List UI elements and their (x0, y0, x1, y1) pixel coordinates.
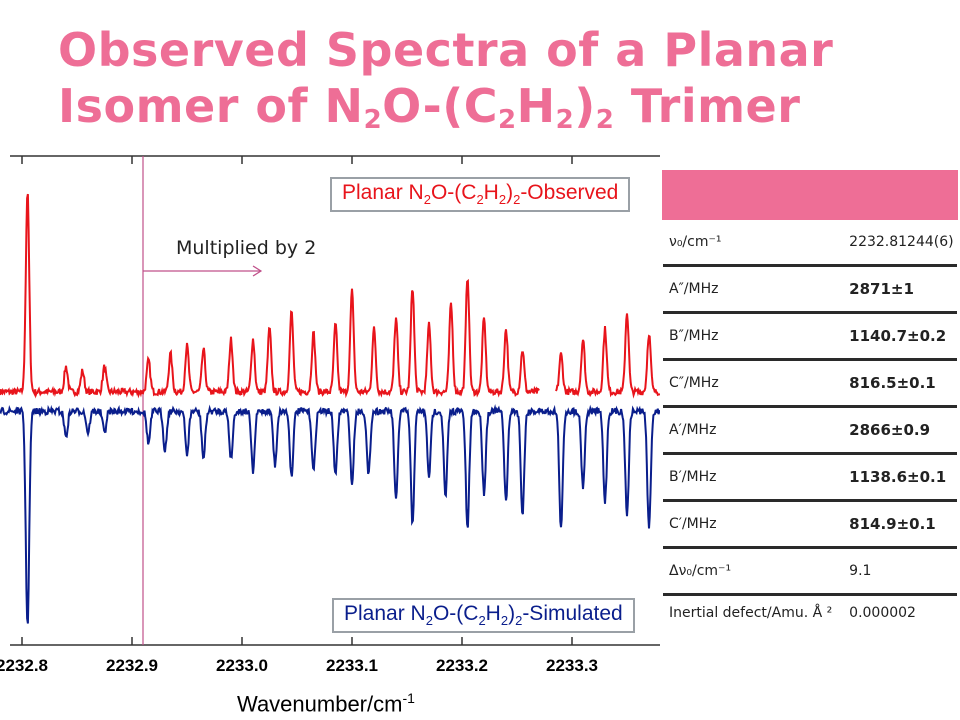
slide-title: Observed Spectra of a Planar Isomer of N… (58, 22, 938, 134)
parameter-label: B′/MHz (663, 453, 838, 502)
table-row: Inertial defect/Amu. Å ² 0.000002 (663, 594, 957, 674)
title-line-2: Isomer of N2O-(C2H2)2 Trimer (58, 79, 801, 135)
multiplier-arrow-head (252, 265, 263, 277)
parameter-value: 816.5±0.1 (837, 359, 957, 408)
observed-legend: Planar N2O-(C2H2)2-Observed (330, 177, 631, 213)
parameter-label: C″/MHz (663, 359, 838, 408)
multiplied-label: Multiplied by 2 (176, 237, 317, 259)
simulated-spectrum-series (0, 404, 660, 624)
table-body: ν₀/cm⁻¹ 2232.81244(6) A″/MHz 2871±1 B″/MHz 11… (663, 219, 957, 674)
observed-spectrum-series (0, 193, 660, 399)
table-row: A′/MHz 2866±0.9 (663, 406, 957, 455)
table-row: ν₀/cm⁻¹ 2232.81244(6) (663, 219, 957, 267)
spectrum-chart (0, 155, 660, 646)
parameter-label: B″/MHz (663, 312, 838, 361)
parameter-value: 2871±1 (837, 265, 957, 314)
parameter-value: 0.000002 (837, 594, 957, 674)
title-line-1: Observed Spectra of a Planar (58, 23, 834, 77)
parameter-value: 1140.7±0.2 (837, 312, 957, 361)
table-row: C′/MHz 814.9±0.1 (663, 500, 957, 549)
parameter-value: 9.1 (837, 547, 957, 596)
parameter-value: 2866±0.9 (837, 406, 957, 455)
table-row: B′/MHz 1138.6±0.1 (663, 453, 957, 502)
x-tick-label: 2233.3 (546, 656, 598, 675)
parameter-label: Δν₀/cm⁻¹ (663, 547, 838, 596)
parameter-label: C′/MHz (663, 500, 838, 549)
x-tick-label: 2233.1 (326, 656, 378, 675)
x-tick-label: 2232.9 (106, 656, 158, 675)
table-row: B″/MHz 1140.7±0.2 (663, 312, 957, 361)
table-row: Δν₀/cm⁻¹ 9.1 (663, 547, 957, 596)
simulated-legend: Planar N2O-(C2H2)2-Simulated (332, 598, 635, 634)
parameter-label: A′/MHz (663, 406, 838, 455)
table-header (662, 170, 958, 220)
table-row: C″/MHz 816.5±0.1 (663, 359, 957, 408)
parameter-value: 2232.81244(6) (837, 219, 957, 267)
parameter-label: ν₀/cm⁻¹ (663, 219, 838, 267)
x-tick-label: 2233.2 (436, 656, 488, 675)
x-axis-label: Wavenumber/cm-1 (237, 690, 415, 717)
spectrum-line (554, 313, 660, 399)
x-tick-label: 2233.0 (216, 656, 268, 675)
x-axis-ticks (21, 156, 573, 645)
parameter-value: 1138.6±0.1 (837, 453, 957, 502)
spectrum-line (0, 193, 540, 399)
table-header-cell (662, 170, 958, 220)
parameter-table: ν₀/cm⁻¹ 2232.81244(6) A″/MHz 2871±1 B″/MHz 11… (662, 170, 958, 674)
spectrum-line (0, 404, 660, 624)
parameter-label: A″/MHz (663, 265, 838, 314)
parameter-label: Inertial defect/Amu. Å ² (663, 594, 838, 674)
x-tick-label: 2232.8 (0, 656, 48, 675)
table-row: A″/MHz 2871±1 (663, 265, 957, 314)
parameter-value: 814.9±0.1 (837, 500, 957, 549)
